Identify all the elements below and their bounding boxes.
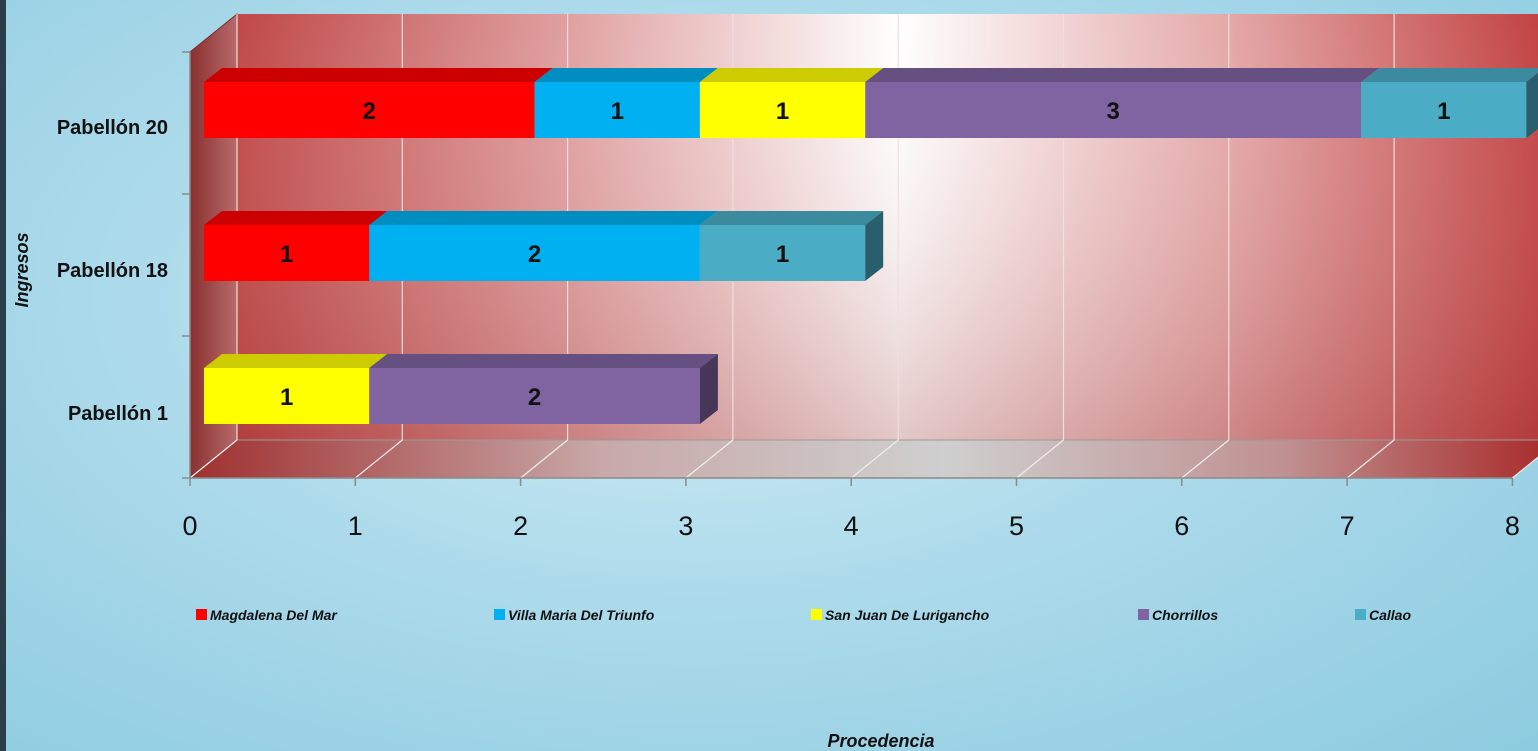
legend-swatch: [494, 609, 505, 620]
data-label: 2: [363, 98, 376, 125]
bar-segment: 1: [1361, 68, 1538, 138]
data-label: 1: [1437, 98, 1450, 125]
x-tick-label: 4: [844, 511, 859, 541]
bar-front: [369, 368, 700, 424]
legend-label: San Juan De Lurigancho: [825, 607, 990, 623]
bar-front: [204, 368, 370, 424]
x-tick-label: 7: [1340, 511, 1355, 541]
bar-top: [534, 68, 718, 82]
legend-swatch: [1355, 609, 1366, 620]
bar-top: [699, 68, 884, 82]
data-label: 1: [280, 241, 293, 268]
gridline-floor: [1016, 439, 1064, 479]
bar-segment: 1: [204, 211, 388, 281]
gridline-floor: [354, 439, 403, 479]
data-label: 2: [528, 241, 541, 268]
x-tick-label: 8: [1505, 511, 1520, 541]
bar-segment: 2: [369, 354, 718, 424]
x-axis-title: Procedencia: [827, 731, 934, 751]
legend-label: Callao: [1369, 607, 1411, 623]
data-label: 1: [611, 98, 624, 125]
gridline-floor: [1512, 456, 1538, 479]
bar-top: [204, 354, 388, 368]
bar-top: [369, 354, 718, 368]
category-label: Pabellón 18: [57, 260, 168, 282]
bar-front: [699, 82, 866, 138]
data-label: 1: [280, 384, 293, 411]
bar-front: [1361, 82, 1527, 138]
bar-front: [204, 82, 535, 138]
legend-label: Magdalena Del Mar: [210, 607, 338, 623]
legend-swatch: [1138, 609, 1149, 620]
bar-segment: 2: [204, 68, 553, 138]
gridline-floor: [1181, 439, 1230, 479]
bar-front: [865, 82, 1362, 138]
legend-item: Callao: [1355, 607, 1411, 623]
chart-area: 2 1 1 3 1 Pabellón 20 1 2 1 Pabellón 18 1 2 Pabellón…: [6, 0, 1538, 751]
legend-swatch: [196, 609, 207, 620]
bar-segment: 2: [369, 211, 718, 281]
legend-item: Magdalena Del Mar: [196, 607, 338, 623]
bar-side: [699, 354, 718, 424]
legend-label: Chorrillos: [1152, 607, 1218, 623]
category-label: Pabellón 20: [57, 117, 168, 139]
bar-top: [369, 211, 718, 225]
gridline-floor: [520, 439, 568, 479]
bar-front: [699, 225, 866, 281]
bar-side: [865, 211, 884, 281]
bar-front: [534, 82, 700, 138]
floor: [188, 439, 1538, 479]
legend-swatch: [811, 609, 822, 620]
bar-segment: 1: [699, 211, 884, 281]
x-tick-label: 3: [678, 511, 693, 541]
bar-top: [865, 68, 1380, 82]
data-label: 1: [776, 241, 789, 268]
data-label: 2: [528, 384, 541, 411]
bar-segment: 3: [865, 68, 1380, 138]
x-tick-label: 1: [348, 511, 363, 541]
bar-side: [1526, 72, 1538, 138]
bar-segment: 1: [204, 354, 388, 424]
bar-segment: 1: [534, 68, 718, 138]
bar-top: [204, 211, 388, 225]
legend-item: Chorrillos: [1138, 607, 1218, 623]
bar-top: [204, 68, 553, 82]
data-label: 1: [776, 98, 789, 125]
legend-item: Villa Maria Del Triunfo: [494, 607, 655, 623]
y-axis-title: Ingresos: [12, 232, 32, 307]
bar-front: [204, 225, 370, 281]
x-tick-label: 6: [1174, 511, 1189, 541]
bar-segment: 1: [699, 68, 884, 138]
gridline-floor: [850, 439, 899, 479]
bar-top: [1361, 68, 1538, 82]
gridline-floor: [189, 439, 238, 479]
bar-front: [369, 225, 700, 281]
x-tick-label: 0: [182, 511, 197, 541]
gridline-floor: [685, 439, 734, 479]
x-tick-label: 5: [1009, 511, 1024, 541]
data-label: 3: [1106, 98, 1119, 125]
x-tick-label: 2: [513, 511, 528, 541]
bar-top: [699, 211, 884, 225]
gridline-floor: [1346, 439, 1395, 479]
category-label: Pabellón 1: [68, 403, 168, 425]
legend-item: San Juan De Lurigancho: [811, 607, 990, 623]
legend-label: Villa Maria Del Triunfo: [508, 607, 655, 623]
